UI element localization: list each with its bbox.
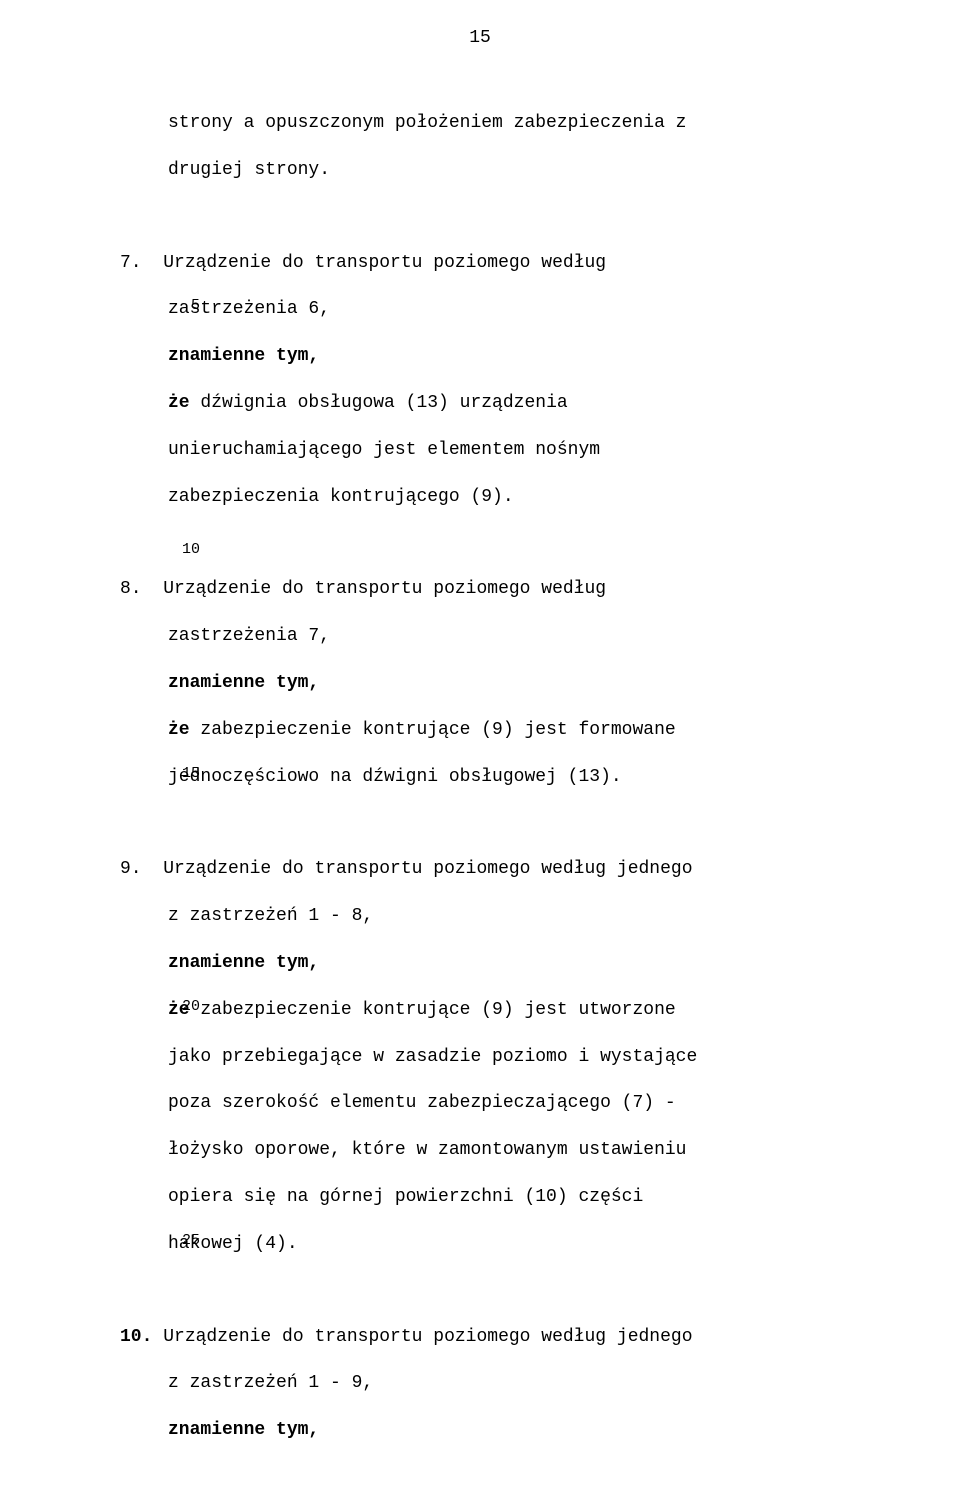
claim-text: Urządzenie do transportu poziomego wedłu… [163, 1327, 692, 1347]
claim-first-line: 8. Urządzenie do transportu poziomego we… [120, 566, 860, 613]
text-line: zabezpieczenia kontrującego (9). [120, 474, 860, 521]
claim-text: jako przebiegające w zasadzie poziomo i … [120, 1034, 860, 1081]
claim-text: że zabezpieczenie kontrujące (9) jest ut… [120, 987, 860, 1034]
claim-text: że zabezpieczenie kontrujące (9) jest fo… [120, 707, 860, 754]
claim-first-line: 7. Urządzenie do transportu poziomego we… [120, 240, 860, 287]
text-line: zastrzeżenia 7, [120, 613, 860, 660]
blank-line [120, 1268, 860, 1314]
text-line: z zastrzeżeń 1 - 8, [120, 893, 860, 940]
bold-word: że [168, 720, 190, 740]
line-number-10: 10 [170, 530, 200, 569]
claim-text: zabezpieczenia kontrującego (9). [120, 474, 860, 521]
claim-text: z zastrzeżeń 1 - 8, [120, 893, 860, 940]
line-number-15: 15 [170, 754, 200, 793]
text-line: że zabezpieczenie kontrujące (9) jest fo… [120, 707, 860, 754]
claim-text: poza szerokość elementu zabezpieczająceg… [120, 1080, 860, 1127]
claim-text: zastrzeżenia 7, [120, 613, 860, 660]
text-line: poza szerokość elementu zabezpieczająceg… [120, 1080, 860, 1127]
line-number-25: 25 [170, 1221, 200, 1260]
claim-text: Urządzenie do transportu poziomego wedłu… [163, 253, 606, 273]
claim-text-part: dźwignia obsługowa (13) urządzenia [190, 393, 568, 413]
claim-text-part: zabezpieczenie kontrujące (9) jest formo… [190, 720, 676, 740]
claim-text: jednoczęściowo na dźwigni obsługowej (13… [120, 754, 860, 801]
claim-first-line: 9. Urządzenie do transportu poziomego we… [120, 846, 860, 893]
text-line: drugiej strony. [120, 147, 860, 194]
text-line: 5 zastrzeżenia 6, [120, 286, 860, 333]
claim-first-line: 10. Urządzenie do transportu poziomego w… [120, 1314, 860, 1361]
line-number-20: 20 [170, 987, 200, 1026]
text-line: 7. Urządzenie do transportu poziomego we… [120, 240, 860, 287]
text-line: 25 hakowej (4). [120, 1221, 860, 1268]
text-line: znamienne tym, [120, 660, 860, 707]
claim-text: z zastrzeżeń 1 - 9, [120, 1360, 860, 1407]
paragraph-text: strony a opuszczonym położeniem zabezpie… [120, 100, 860, 147]
blank-line [120, 800, 860, 846]
claim-text: opiera się na górnej powierzchni (10) cz… [120, 1174, 860, 1221]
text-line: z zastrzeżeń 1 - 9, [120, 1360, 860, 1407]
page-number-top: 15 [469, 28, 491, 48]
text-line: znamienne tym, [120, 940, 860, 987]
claim-text: Urządzenie do transportu poziomego wedłu… [163, 859, 692, 879]
claim-bold-text: znamienne tym, [120, 660, 860, 707]
claim-bold-text: znamienne tym, [120, 333, 860, 380]
page-content: strony a opuszczonym położeniem zabezpie… [120, 100, 860, 1454]
line-number-5: 5 [170, 286, 200, 325]
claim-text: Urządzenie do transportu poziomego wedłu… [163, 579, 606, 599]
text-line: unieruchamiającego jest elementem nośnym [120, 427, 860, 474]
text-line: jako przebiegające w zasadzie poziomo i … [120, 1034, 860, 1081]
claim-text: hakowej (4). [120, 1221, 860, 1268]
claim-text: unieruchamiającego jest elementem nośnym [120, 427, 860, 474]
text-line: 8. Urządzenie do transportu poziomego we… [120, 566, 860, 613]
text-line: 15 jednoczęściowo na dźwigni obsługowej … [120, 754, 860, 801]
text-line: 10 [120, 520, 860, 566]
text-line: 9. Urządzenie do transportu poziomego we… [120, 846, 860, 893]
blank-line [120, 194, 860, 240]
claim-text: zastrzeżenia 6, [120, 286, 860, 333]
claim-text: łożysko oporowe, które w zamontowanym us… [120, 1127, 860, 1174]
claim-number: 10. [120, 1327, 152, 1347]
text-line: 10. Urządzenie do transportu poziomego w… [120, 1314, 860, 1361]
text-line: znamienne tym, [120, 1407, 860, 1454]
claim-number: 7. [120, 253, 142, 273]
text-line: 20 że zabezpieczenie kontrujące (9) jest… [120, 987, 860, 1034]
claim-text: że dźwignia obsługowa (13) urządzenia [120, 380, 860, 427]
claim-number: 9. [120, 859, 142, 879]
document-page: 15 strony a opuszczonym położeniem zabez… [0, 0, 960, 1494]
claim-bold-text: znamienne tym, [120, 940, 860, 987]
claim-number: 8. [120, 579, 142, 599]
claim-bold-text: znamienne tym, [120, 1407, 860, 1454]
paragraph-text: drugiej strony. [120, 147, 860, 194]
claim-text-part: zabezpieczenie kontrujące (9) jest utwor… [190, 1000, 676, 1020]
text-line: opiera się na górnej powierzchni (10) cz… [120, 1174, 860, 1221]
bold-word: że [168, 393, 190, 413]
text-line: znamienne tym, [120, 333, 860, 380]
text-line: że dźwignia obsługowa (13) urządzenia [120, 380, 860, 427]
text-line: strony a opuszczonym położeniem zabezpie… [120, 100, 860, 147]
text-line: łożysko oporowe, które w zamontowanym us… [120, 1127, 860, 1174]
